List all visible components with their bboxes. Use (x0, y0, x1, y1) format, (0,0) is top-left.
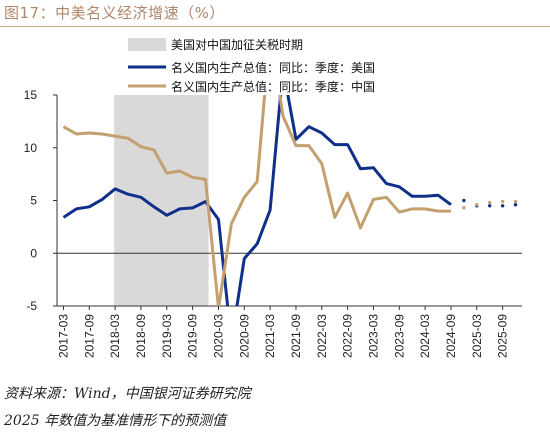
legend-swatch-shade (128, 38, 166, 51)
x-tick-label: 2024-09 (444, 314, 458, 358)
x-tick-label: 2019-03 (160, 314, 174, 358)
x-tick-label: 2025-03 (470, 314, 484, 358)
y-tick-label: 0 (30, 246, 37, 260)
forecast-point-cn (513, 199, 518, 204)
x-tick-label: 2025-09 (496, 314, 510, 358)
x-tick-label: 2023-09 (392, 314, 406, 358)
x-tick-label: 2018-09 (134, 314, 148, 358)
x-tick-label: 2020-09 (237, 314, 251, 358)
x-tick-label: 2022-09 (341, 314, 355, 358)
forecast-point-us (488, 204, 492, 208)
y-tick-label: 5 (30, 194, 37, 208)
x-tick-label: 2018-03 (108, 314, 122, 358)
legend-label-shade: 美国对中国加征关税时期 (171, 37, 303, 52)
forecast-point-us (500, 204, 505, 208)
x-tick-label: 2022-03 (315, 314, 329, 358)
x-tick-label: 2021-03 (263, 314, 277, 358)
series-line-cn (62, 95, 451, 306)
y-tick-label: -5 (26, 299, 37, 313)
forecast-point-cn (500, 199, 505, 204)
x-tick-label: 2017-03 (56, 314, 70, 358)
forecast-point-cn (488, 200, 492, 205)
x-tick-label: 2024-03 (418, 314, 432, 358)
x-tick-label: 2019-09 (186, 314, 200, 358)
x-tick-label: 2023-03 (366, 314, 380, 358)
title-rule (0, 26, 550, 27)
legend-label-cn: 名义国内生产总值：同比：季度：中国 (171, 79, 375, 94)
x-tick-label: 2017-09 (82, 314, 96, 358)
forecast-point-cn (462, 206, 466, 210)
y-tick-label: 15 (24, 88, 38, 102)
x-tick-label: 2021-09 (289, 314, 303, 358)
axes-layer: -5 0 5 10 15 2017-03 2017-09 2018-03 2018-09 2019… (24, 88, 522, 358)
forecast-point-cn (475, 203, 479, 207)
forecast-point-us (462, 198, 466, 203)
shaded-region-tariff (114, 95, 209, 306)
x-tick-label: 2020-03 (211, 314, 225, 358)
legend-layer: 美国对中国加征关税时期名义国内生产总值：同比：季度：美国名义国内生产总值：同比：… (128, 37, 375, 94)
figure-title: 图17：中美名义经济增速（%） (4, 4, 225, 22)
line-chart: -5 0 5 10 15 2017-03 2017-09 2018-03 2018-09 2019… (24, 37, 522, 358)
series-line-us (62, 95, 452, 306)
y-tick-label: 10 (24, 141, 38, 155)
series-layer (62, 95, 518, 306)
forecast-point-us (513, 203, 518, 207)
legend-label-us: 名义国内生产总值：同比：季度：美国 (171, 60, 375, 75)
footnote-note: 2025 年数值为基准情形下的预测值 (4, 413, 227, 429)
shaded-region-layer (114, 95, 209, 306)
footnote-source: 资料来源：Wind，中国银河证券研究院 (4, 386, 251, 402)
